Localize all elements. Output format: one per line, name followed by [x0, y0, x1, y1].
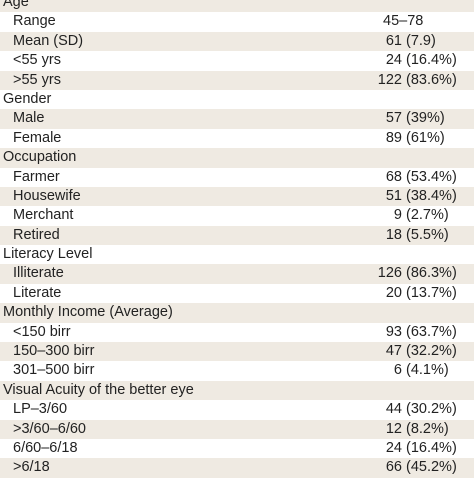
table-row: Housewife 51 (38.4%) — [0, 186, 474, 207]
table-section-header: Visual Acuity of the better eye — [0, 380, 474, 401]
row-label: <55 yrs — [13, 52, 61, 69]
table-section-header: Gender — [0, 90, 474, 109]
section-label: Age — [3, 0, 29, 10]
count-value: 12 — [385, 420, 402, 437]
percent-value: (16.4%) — [406, 439, 457, 456]
count-value: 61 — [385, 32, 402, 49]
count-value: 122 — [377, 71, 402, 88]
count-value: 20 — [385, 284, 402, 301]
count-value: 24 — [385, 439, 402, 456]
row-label: Literate — [13, 284, 62, 301]
percent-value: (38.4%) — [406, 187, 457, 204]
count-value: 44 — [385, 401, 402, 418]
table-row: Mean (SD) 61 (7.9) — [0, 31, 474, 52]
count-value: 24 — [385, 52, 402, 69]
section-label: Literacy Level — [3, 246, 93, 263]
row-label: 301–500 birr — [13, 362, 95, 379]
count-value: 89 — [385, 129, 402, 146]
percent-value: (32.2%) — [406, 343, 457, 360]
row-label: Retired — [13, 226, 60, 243]
percent-value: (16.4%) — [406, 52, 457, 69]
percent-value: (7.9) — [406, 32, 436, 49]
table-section-header: Occupation — [0, 148, 474, 168]
row-label: Farmer — [13, 168, 60, 185]
table-row: >3/60–6/60 12 (8.2%) — [0, 419, 474, 439]
row-label: Female — [13, 129, 62, 146]
table-row: 301–500 birr 6 (4.1%) — [0, 361, 474, 380]
section-label: Gender — [3, 90, 52, 107]
percent-value: (5.5%) — [406, 226, 449, 243]
row-label: Merchant — [13, 207, 74, 224]
table-row: Female 89 (61%) — [0, 129, 474, 148]
row-label: Mean (SD) — [13, 32, 84, 49]
table-row: 6/60–6/18 24 (16.4%) — [0, 439, 474, 458]
percent-value: (83.6%) — [406, 71, 457, 88]
table-row: Farmer 68 (53.4%) — [0, 168, 474, 187]
percent-value: (4.1%) — [406, 362, 449, 379]
table-row: <55 yrs 24 (16.4%) — [0, 51, 474, 70]
section-label: Monthly Income (Average) — [3, 304, 173, 321]
percent-value: (53.4%) — [406, 168, 457, 185]
count-value: 126 — [377, 265, 402, 282]
percent-value: (63.7%) — [406, 323, 457, 340]
table-row: Merchant 9 (2.7%) — [0, 206, 474, 225]
row-label: Housewife — [13, 187, 81, 204]
row-label: >55 yrs — [13, 71, 61, 88]
count-value: 66 — [385, 459, 402, 476]
row-label: 6/60–6/18 — [13, 439, 78, 456]
percent-value: (61%) — [406, 129, 445, 146]
percent-value: (45.2%) — [406, 459, 457, 476]
percent-value: (30.2%) — [406, 401, 457, 418]
table-row: Literate 20 (13.7%) — [0, 284, 474, 303]
count-value: 18 — [385, 226, 402, 243]
percent-value: (39%) — [406, 110, 445, 127]
percent-value: (8.2%) — [406, 420, 449, 437]
section-label: Visual Acuity of the better eye — [3, 381, 194, 398]
table-row: >55 yrs 122 (83.6%) — [0, 70, 474, 90]
count-value: 51 — [385, 187, 402, 204]
row-label: >6/18 — [13, 459, 50, 476]
count-value: 93 — [385, 323, 402, 340]
table-section-header: Literacy Level — [0, 245, 474, 264]
table-row: Range 45–78 — [0, 12, 474, 31]
section-label: Occupation — [3, 149, 77, 166]
row-label: Range — [13, 13, 56, 30]
percent-value: (2.7%) — [406, 207, 449, 224]
table-row: LP–3/60 44 (30.2%) — [0, 400, 474, 419]
row-label: >3/60–6/60 — [13, 420, 86, 437]
table-section-header: Age — [0, 0, 474, 13]
count-value: 6 — [393, 362, 402, 379]
table-row: Retired 18 (5.5%) — [0, 225, 474, 246]
table-section-header: Monthly Income (Average) — [0, 303, 474, 323]
range-value: 45–78 — [383, 13, 424, 30]
row-label: <150 birr — [13, 323, 71, 340]
row-label: Male — [13, 110, 45, 127]
count-value: 9 — [393, 207, 402, 224]
count-value: 57 — [385, 110, 402, 127]
percent-value: (86.3%) — [406, 265, 457, 282]
table-row: Illiterate 126 (86.3%) — [0, 264, 474, 284]
row-label: LP–3/60 — [13, 401, 68, 418]
row-label: 150–300 birr — [13, 343, 95, 360]
count-value: 47 — [385, 343, 402, 360]
table-row: >6/18 66 (45.2%) — [0, 458, 474, 478]
table-row: Male 57 (39%) — [0, 109, 474, 129]
table-row: 150–300 birr 47 (32.2%) — [0, 342, 474, 362]
table-row: <150 birr 93 (63.7%) — [0, 323, 474, 342]
percent-value: (13.7%) — [406, 284, 457, 301]
count-value: 68 — [385, 168, 402, 185]
row-label: Illiterate — [13, 265, 64, 282]
